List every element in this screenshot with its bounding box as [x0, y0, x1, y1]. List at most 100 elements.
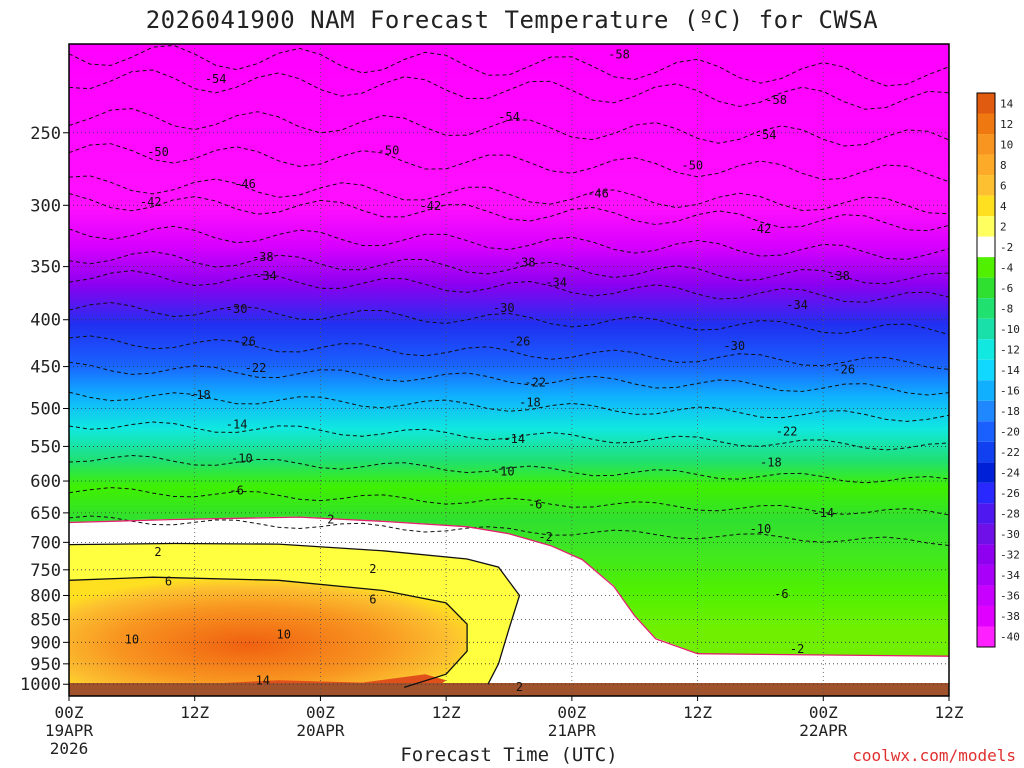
- colorbar-swatch: [977, 113, 995, 135]
- colorbar-label: -22: [1000, 446, 1020, 459]
- isotherm-label: -2: [790, 642, 804, 656]
- x-tick-date: 21APR: [548, 721, 597, 740]
- y-tick-label: 1000: [20, 675, 61, 695]
- isotherm-line: [68, 69, 950, 110]
- colorbar-label: -10: [1000, 323, 1020, 336]
- isotherm-label: -34: [786, 298, 808, 312]
- isotherm-label: -50: [378, 143, 400, 157]
- isotherm-label: 6: [165, 574, 172, 588]
- isotherm-label: -54: [205, 72, 227, 86]
- isotherm-line: [68, 193, 950, 232]
- x-tick-label: 12Z: [432, 703, 461, 722]
- x-tick-label: 00Z: [55, 703, 84, 722]
- colorbar-swatch: [977, 318, 995, 340]
- ground-strip: [69, 683, 949, 696]
- colorbar-label: -16: [1000, 385, 1020, 398]
- isotherm-line: [68, 361, 950, 396]
- isotherm-line: [68, 302, 950, 336]
- colorbar-swatch: [977, 359, 995, 381]
- colorbar-swatch: [977, 175, 995, 196]
- chart-title: 2026041900 NAM Forecast Temperature (ºC)…: [145, 6, 879, 34]
- colorbar-swatch: [977, 380, 995, 401]
- credit-link[interactable]: coolwx.com/models: [852, 746, 1016, 765]
- isotherm-line: [68, 270, 950, 303]
- isotherm-line: [68, 391, 950, 422]
- isotherm-label: -14: [226, 418, 248, 432]
- contour-2: [68, 542, 521, 685]
- isotherm-label: -38: [514, 256, 536, 270]
- colorbar-label: -36: [1000, 590, 1020, 603]
- isotherm-label: -10: [231, 451, 253, 465]
- isotherm-label: -42: [750, 222, 772, 236]
- colorbar-label: -14: [1000, 364, 1020, 377]
- isotherm-label: -2: [538, 530, 552, 544]
- colorbar-swatch: [977, 298, 995, 319]
- colorbar-label: 4: [1000, 200, 1007, 213]
- isotherm-label: 2: [154, 545, 161, 559]
- x-tick-label: 00Z: [557, 703, 586, 722]
- isotherm-label: -58: [765, 93, 787, 107]
- isotherm-label: -34: [545, 276, 567, 290]
- colorbar-swatch: [977, 605, 995, 627]
- isotherm-label: -42: [140, 195, 162, 209]
- isotherm-label: -6: [528, 498, 542, 512]
- colorbar-swatch: [977, 195, 995, 217]
- y-tick-label: 350: [30, 258, 61, 278]
- y-tick-label: 450: [30, 358, 61, 378]
- isotherm-label: 10: [277, 627, 291, 641]
- colorbar-swatch: [977, 503, 995, 524]
- y-tick-label: 950: [30, 655, 61, 675]
- isotherm-label: -18: [189, 388, 211, 402]
- isotherm-label: -22: [245, 361, 267, 375]
- isotherm-line: [68, 515, 950, 546]
- isotherm-label: -54: [498, 110, 520, 124]
- isotherm-line: [68, 335, 950, 370]
- isotherm-label: 14: [256, 674, 270, 688]
- isotherm-label: 10: [125, 632, 139, 646]
- colorbar-swatch: [977, 626, 995, 647]
- colorbar-label: -30: [1000, 528, 1020, 541]
- y-tick-label: 900: [30, 633, 61, 653]
- colorbar-label: 14: [1000, 97, 1014, 110]
- colorbar-swatch: [977, 421, 995, 442]
- x-tick-label: 12Z: [935, 703, 964, 722]
- isotherm-label: 2: [516, 680, 523, 694]
- x-tick-date: 22APR: [799, 721, 848, 740]
- colorbar-swatch: [977, 523, 995, 545]
- colorbar-label: -8: [1000, 302, 1013, 315]
- isotherm-line: [68, 250, 950, 285]
- colorbar-label: 8: [1000, 159, 1007, 172]
- isotherm-label: -46: [234, 177, 256, 191]
- isotherm-line: [68, 487, 950, 516]
- isotherm-label: 2: [369, 562, 376, 576]
- isotherm-label: 6: [369, 592, 376, 606]
- y-tick-label: 400: [30, 311, 61, 331]
- colorbar-frame: [976, 92, 996, 648]
- isotherm-label: -6: [774, 587, 788, 601]
- colorbar-swatch: [977, 216, 995, 237]
- colorbar-label: -12: [1000, 343, 1020, 356]
- colorbar-label: -38: [1000, 610, 1020, 623]
- colorbar-swatch: [977, 441, 995, 463]
- isotherm-line: [68, 108, 950, 147]
- colorbar-label: -18: [1000, 405, 1020, 418]
- x-tick-label: 00Z: [809, 703, 838, 722]
- colorbar-label: 2: [1000, 220, 1007, 233]
- colorbar-label: -34: [1000, 569, 1020, 582]
- x-axis-label: Forecast Time (UTC): [400, 744, 618, 766]
- x-tick-label: 00Z: [306, 703, 335, 722]
- isotherm-label: -54: [755, 128, 777, 142]
- colorbar-label: -20: [1000, 426, 1020, 439]
- contour-6: [68, 576, 468, 689]
- colorbar-label: 6: [1000, 179, 1007, 192]
- isotherm-label: -46: [587, 187, 609, 201]
- isotherm-label: -14: [812, 506, 834, 520]
- y-tick-label: 750: [30, 561, 61, 581]
- colorbar-swatch: [977, 462, 995, 483]
- y-tick-label: 550: [30, 437, 61, 457]
- x-tick-label: 12Z: [180, 703, 209, 722]
- isotherm-line: [68, 44, 950, 87]
- colorbar-swatch: [977, 544, 995, 565]
- colorbar-label: -28: [1000, 508, 1020, 521]
